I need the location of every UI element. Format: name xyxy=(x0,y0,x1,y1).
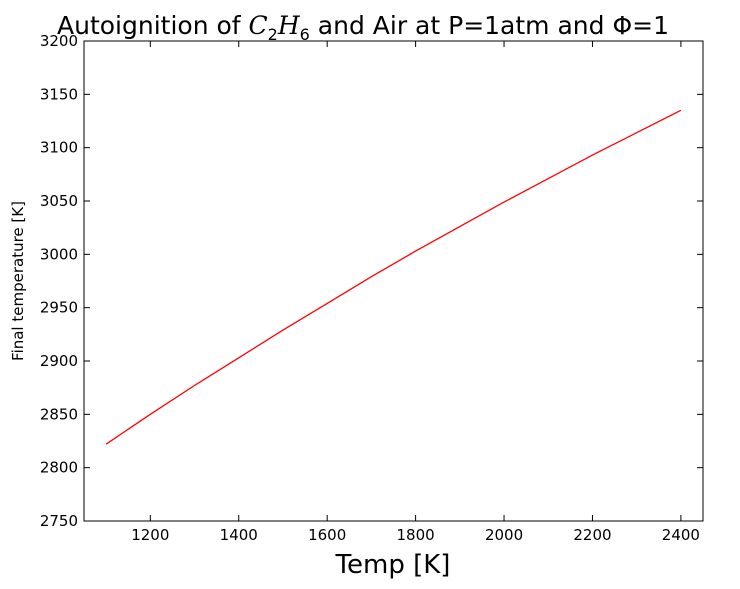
y-axis-label: Final temperature [K] xyxy=(9,201,27,361)
chart-title: Autoignition of C2H6 and Air at P=1atm a… xyxy=(57,11,669,44)
x-tick-label: 1200 xyxy=(131,526,169,544)
x-tick-label: 1600 xyxy=(308,526,346,544)
x-tick-label: 1800 xyxy=(397,526,435,544)
title-middle: and Air at P=1atm and xyxy=(310,11,613,40)
x-tick-label: 1400 xyxy=(220,526,258,544)
x-axis-label: Temp [K] xyxy=(335,550,451,580)
axis-tick-labels: 1200 1400 1600 1800 2000 2200 2400 2750 2800 2850… xyxy=(40,32,700,544)
title-species-c: C xyxy=(249,11,268,40)
axis-ticks xyxy=(84,40,703,522)
y-tick-label: 3200 xyxy=(40,32,78,50)
x-tick-label: 2000 xyxy=(485,526,523,544)
y-tick-label: 3000 xyxy=(40,245,78,263)
x-tick-label: 2400 xyxy=(662,526,700,544)
title-suffix: =1 xyxy=(632,11,669,40)
y-tick-label: 2850 xyxy=(40,405,78,423)
y-tick-label: 3100 xyxy=(40,139,78,157)
title-species-h: H xyxy=(277,11,301,40)
series-line xyxy=(105,109,682,445)
y-tick-label: 3050 xyxy=(40,192,78,210)
title-phi: Φ xyxy=(612,11,632,40)
title-subscript-6: 6 xyxy=(300,25,310,44)
y-tick-label: 2750 xyxy=(40,512,78,530)
y-tick-label: 3150 xyxy=(40,85,78,103)
y-tick-label: 2800 xyxy=(40,459,78,477)
y-tick-label: 2950 xyxy=(40,299,78,317)
y-tick-label: 2900 xyxy=(40,352,78,370)
x-tick-label: 2200 xyxy=(573,526,611,544)
title-prefix: Autoignition of xyxy=(57,11,249,40)
plot-frame xyxy=(83,40,704,522)
title-subscript-2: 2 xyxy=(268,25,278,44)
